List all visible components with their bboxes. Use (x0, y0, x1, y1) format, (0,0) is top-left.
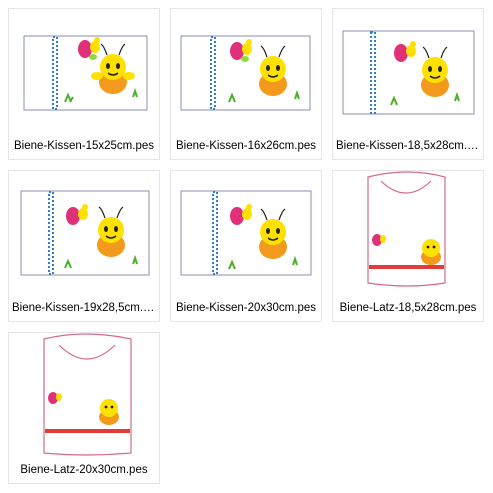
pillow-embroidery-thumbnail (9, 9, 159, 134)
bib-embroidery-thumbnail (9, 333, 159, 458)
file-name: Biene-Latz-20x30cm.pes (20, 464, 148, 476)
file-tile[interactable]: Biene-Latz-20x30cm.pes (8, 332, 160, 484)
pillow-embroidery-thumbnail (171, 171, 321, 296)
file-tile[interactable]: Biene-Kissen-16x26cm.pes (170, 8, 322, 160)
file-tile[interactable]: Biene-Latz-18,5x28cm.pes (332, 170, 484, 322)
file-name: Biene-Kissen-19x28,5cm.p... (12, 302, 159, 314)
file-tile[interactable]: Biene-Kissen-18,5x28cm.p... (332, 8, 484, 160)
file-tile[interactable]: Biene-Kissen-20x30cm.pes (170, 170, 322, 322)
pillow-embroidery-thumbnail (333, 9, 483, 134)
file-tile[interactable]: Biene-Kissen-19x28,5cm.p... (8, 170, 160, 322)
file-tile[interactable]: Biene-Kissen-15x25cm.pes (8, 8, 160, 160)
file-name: Biene-Kissen-20x30cm.pes (176, 302, 316, 314)
pillow-embroidery-thumbnail (171, 9, 321, 134)
file-name: Biene-Kissen-18,5x28cm.p... (336, 140, 483, 152)
file-name: Biene-Kissen-15x25cm.pes (14, 140, 154, 152)
file-name: Biene-Latz-18,5x28cm.pes (339, 302, 477, 314)
file-name: Biene-Kissen-16x26cm.pes (176, 140, 316, 152)
pillow-embroidery-thumbnail (9, 171, 159, 296)
bib-embroidery-thumbnail (333, 171, 483, 296)
